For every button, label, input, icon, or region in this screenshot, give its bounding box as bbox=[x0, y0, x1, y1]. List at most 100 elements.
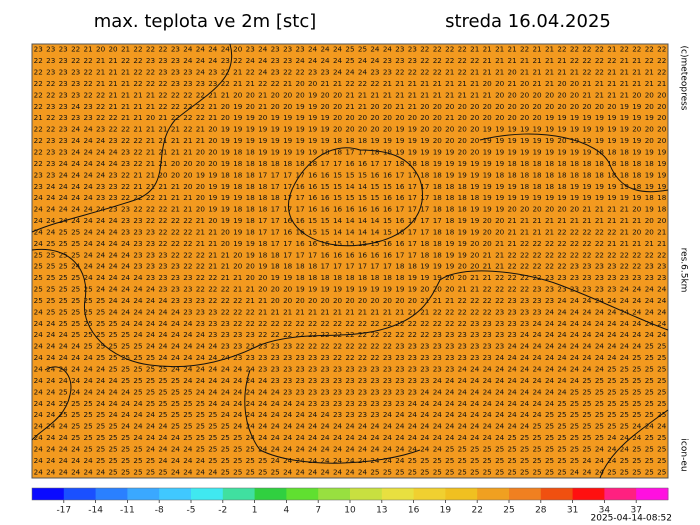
colorbar-segment bbox=[191, 488, 224, 500]
grid-value: 24 bbox=[383, 444, 393, 453]
grid-value: 15 bbox=[333, 170, 342, 179]
grid-value: 25 bbox=[657, 376, 666, 385]
grid-value: 24 bbox=[158, 433, 168, 442]
grid-value: 19 bbox=[595, 182, 605, 191]
grid-value: 24 bbox=[84, 125, 94, 134]
grid-value: 25 bbox=[607, 399, 616, 408]
grid-value: 24 bbox=[333, 422, 343, 431]
grid-value: 24 bbox=[296, 456, 306, 465]
grid-value: 25 bbox=[508, 433, 517, 442]
grid-value: 25 bbox=[595, 422, 604, 431]
grid-value: 24 bbox=[370, 45, 380, 54]
colorbar-segment bbox=[318, 488, 351, 500]
grid-value: 25 bbox=[233, 444, 242, 453]
grid-value: 24 bbox=[84, 387, 94, 396]
grid-value: 19 bbox=[595, 113, 605, 122]
grid-value: 19 bbox=[645, 170, 655, 179]
grid-value: 20 bbox=[645, 216, 655, 225]
grid-value: 20 bbox=[645, 90, 655, 99]
grid-value: 25 bbox=[96, 319, 105, 328]
grid-value: 21 bbox=[645, 79, 654, 88]
grid-value: 21 bbox=[495, 239, 504, 248]
grid-value: 20 bbox=[470, 262, 480, 271]
grid-value: 23 bbox=[46, 45, 55, 54]
grid-value: 24 bbox=[71, 125, 81, 134]
grid-value: 23 bbox=[358, 387, 367, 396]
grid-value: 24 bbox=[570, 307, 580, 316]
grid-value: 23 bbox=[108, 182, 117, 191]
grid-value: 25 bbox=[146, 365, 155, 374]
grid-value: 22 bbox=[246, 68, 255, 77]
grid-value: 24 bbox=[183, 319, 193, 328]
grid-value: 24 bbox=[46, 182, 56, 191]
grid-value: 24 bbox=[308, 467, 318, 476]
grid-value: 24 bbox=[133, 296, 143, 305]
grid-value: 21 bbox=[470, 45, 479, 54]
grid-value: 23 bbox=[171, 45, 180, 54]
grid-value: 21 bbox=[108, 56, 117, 65]
grid-value: 25 bbox=[133, 353, 142, 362]
grid-value: 16 bbox=[370, 170, 380, 179]
grid-value: 19 bbox=[383, 136, 393, 145]
grid-value: 25 bbox=[595, 433, 604, 442]
grid-value: 24 bbox=[121, 296, 131, 305]
grid-value: 21 bbox=[146, 136, 155, 145]
grid-value: 24 bbox=[308, 444, 318, 453]
grid-value: 19 bbox=[445, 170, 455, 179]
grid-value: 23 bbox=[246, 353, 255, 362]
grid-value: 24 bbox=[657, 285, 667, 294]
grid-value: 18 bbox=[632, 159, 642, 168]
grid-value: 24 bbox=[545, 399, 555, 408]
grid-value: 24 bbox=[470, 410, 480, 419]
grid-value: 25 bbox=[645, 410, 654, 419]
grid-value: 24 bbox=[171, 342, 181, 351]
grid-value: 18 bbox=[582, 159, 592, 168]
grid-value: 16 bbox=[370, 205, 380, 214]
grid-value: 24 bbox=[208, 399, 218, 408]
grid-value: 23 bbox=[657, 273, 666, 282]
grid-value: 23 bbox=[308, 387, 317, 396]
grid-value: 19 bbox=[470, 216, 480, 225]
grid-value: 21 bbox=[358, 90, 367, 99]
grid-value: 24 bbox=[84, 262, 94, 271]
grid-value: 23 bbox=[320, 68, 329, 77]
grid-value: 23 bbox=[59, 45, 68, 54]
grid-value: 24 bbox=[271, 410, 281, 419]
grid-value: 24 bbox=[632, 342, 642, 351]
grid-value: 19 bbox=[570, 193, 580, 202]
contour-line bbox=[31, 366, 72, 441]
grid-value: 24 bbox=[59, 376, 69, 385]
colorbar: -17 -14 -11 -8 -5 -2 1 4 7 10 13 16 19 22 25 28 31 34 37 bbox=[31, 487, 669, 516]
grid-value: 19 bbox=[208, 205, 218, 214]
grid-value: 21 bbox=[121, 79, 130, 88]
grid-value: 22 bbox=[645, 56, 654, 65]
grid-value: 25 bbox=[595, 387, 604, 396]
grid-value: 24 bbox=[34, 239, 44, 248]
grid-value: 20 bbox=[221, 102, 231, 111]
grid-value: 24 bbox=[620, 342, 630, 351]
grid-value: 18 bbox=[233, 170, 243, 179]
grid-value: 20 bbox=[271, 102, 281, 111]
grid-value: 24 bbox=[59, 422, 69, 431]
grid-value: 17 bbox=[358, 262, 367, 271]
grid-value: 16 bbox=[383, 193, 393, 202]
colorbar-tick-label: 7 bbox=[315, 506, 321, 516]
grid-value: 21 bbox=[632, 239, 641, 248]
grid-value: 22 bbox=[433, 68, 442, 77]
grid-value: 22 bbox=[171, 239, 180, 248]
grid-value: 24 bbox=[121, 399, 131, 408]
grid-value: 23 bbox=[333, 376, 342, 385]
grid-value: 25 bbox=[59, 239, 68, 248]
grid-value: 24 bbox=[71, 456, 81, 465]
grid-value: 16 bbox=[395, 193, 405, 202]
grid-value: 21 bbox=[557, 68, 566, 77]
grid-value: 21 bbox=[345, 307, 354, 316]
grid-value: 17 bbox=[271, 170, 280, 179]
grid-value: 21 bbox=[246, 285, 255, 294]
grid-value: 19 bbox=[483, 205, 493, 214]
grid-value: 18 bbox=[258, 239, 268, 248]
grid-value: 23 bbox=[420, 342, 429, 351]
grid-value: 17 bbox=[258, 170, 267, 179]
grid-value: 25 bbox=[657, 399, 666, 408]
grid-value: 15 bbox=[320, 182, 329, 191]
